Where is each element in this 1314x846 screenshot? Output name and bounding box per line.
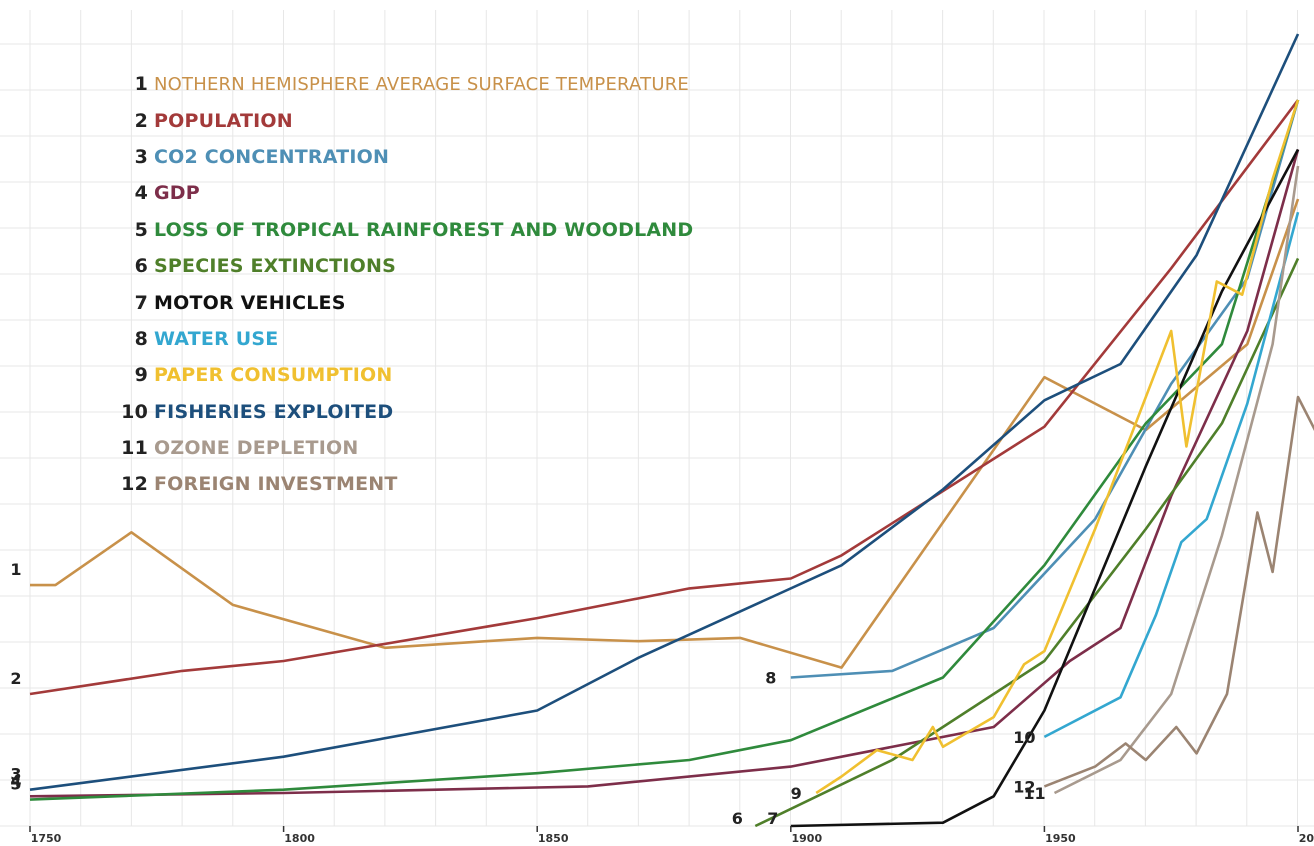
- legend-label: OZONE DEPLETION: [154, 437, 359, 460]
- series-label-8: 10: [1013, 728, 1035, 747]
- series-line-5: [29, 99, 1300, 801]
- series-label-4: 4: [10, 771, 21, 790]
- series-label-2: 2: [10, 669, 21, 688]
- series-line-6: [754, 257, 1300, 828]
- legend-item-1: 1 NOTHERN HEMISPHERE AVERAGE SURFACE TEMP…: [118, 66, 693, 102]
- legend-item-7: 7 MOTOR VEHICLES: [118, 284, 693, 320]
- legend-number: 10: [121, 400, 148, 423]
- series-line-12: [1043, 395, 1314, 788]
- x-tick-label: 2000: [1299, 832, 1314, 845]
- legend-item-12: 12 FOREIGN INVESTMENT: [118, 466, 693, 502]
- series-line-8: [1043, 211, 1300, 739]
- series-label-10: 3: [10, 765, 21, 784]
- legend-label: FISHERIES EXPLOITED: [154, 400, 394, 423]
- legend-label: PAPER CONSUMPTION: [154, 364, 393, 387]
- legend-number: 3: [134, 145, 148, 168]
- legend-label: LOSS OF TROPICAL RAINFOREST AND WOODLAND: [154, 218, 694, 241]
- legend-label: CO2 CONCENTRATION: [154, 145, 390, 168]
- grid: [0, 10, 1314, 827]
- x-tick-label: 1950: [1045, 832, 1076, 845]
- legend-item-3: 3 CO2 CONCENTRATION: [118, 139, 693, 175]
- legend-item-11: 11 OZONE DEPLETION: [118, 430, 693, 466]
- legend-item-4: 4 GDP: [118, 175, 693, 211]
- x-tick-label: 1900: [791, 832, 822, 845]
- legend-number: 2: [134, 109, 148, 132]
- x-tick-label: 1800: [284, 832, 315, 845]
- legend-label: SPECIES EXTINCTIONS: [154, 255, 396, 278]
- legend-label: NOTHERN HEMISPHERE AVERAGE SURFACE TEMPE…: [154, 73, 689, 95]
- series-lines: [29, 33, 1314, 828]
- series-line-7: [790, 148, 1300, 828]
- legend-number: 5: [134, 218, 148, 241]
- series-line-2: [29, 99, 1300, 696]
- x-tick-label: 1850: [538, 832, 569, 845]
- legend-number: 7: [134, 291, 148, 314]
- legend-number: 6: [134, 255, 148, 278]
- series-label-12: 12: [1013, 777, 1035, 796]
- legend-number: 1: [134, 73, 148, 96]
- legend-item-8: 8 WATER USE: [118, 321, 693, 357]
- series-line-11: [1053, 165, 1300, 795]
- legend-item-2: 2 POPULATION: [118, 102, 693, 138]
- legend-item-5: 5 LOSS OF TROPICAL RAINFOREST AND WOODLAN…: [118, 212, 694, 248]
- legend-label: MOTOR VEHICLES: [154, 291, 346, 314]
- legend-label: WATER USE: [154, 327, 279, 350]
- series-label-1: 1: [10, 560, 21, 579]
- legend: 1 NOTHERN HEMISPHERE AVERAGE SURFACE TEMP…: [118, 66, 693, 503]
- series-label-9: 9: [791, 784, 802, 803]
- series-label-6: 6: [732, 809, 743, 828]
- legend-number: 8: [134, 327, 148, 350]
- series-line-4: [29, 149, 1300, 798]
- series-line-9: [815, 99, 1300, 795]
- series-label-11: 11: [1023, 784, 1045, 803]
- x-tick-label: 1750: [31, 832, 62, 845]
- series-label-7: 7: [767, 809, 778, 828]
- legend-label: FOREIGN INVESTMENT: [154, 473, 398, 496]
- legend-number: 12: [121, 473, 148, 496]
- x-axis: 1750 1800 1850 1900 1950 2000: [29, 826, 1314, 845]
- series-label-3: 8: [765, 669, 776, 688]
- legend-number: 11: [121, 437, 148, 460]
- legend-item-9: 9 PAPER CONSUMPTION: [118, 357, 693, 393]
- legend-item-6: 6 SPECIES EXTINCTIONS: [118, 248, 693, 284]
- series-line-10: [29, 33, 1300, 791]
- legend-number: 9: [134, 364, 148, 387]
- legend-label: GDP: [154, 182, 200, 205]
- series-label-5: 5: [10, 775, 21, 794]
- legend-label: POPULATION: [154, 109, 293, 132]
- legend-item-10: 10 FISHERIES EXPLOITED: [118, 394, 693, 430]
- legend-number: 4: [134, 182, 148, 205]
